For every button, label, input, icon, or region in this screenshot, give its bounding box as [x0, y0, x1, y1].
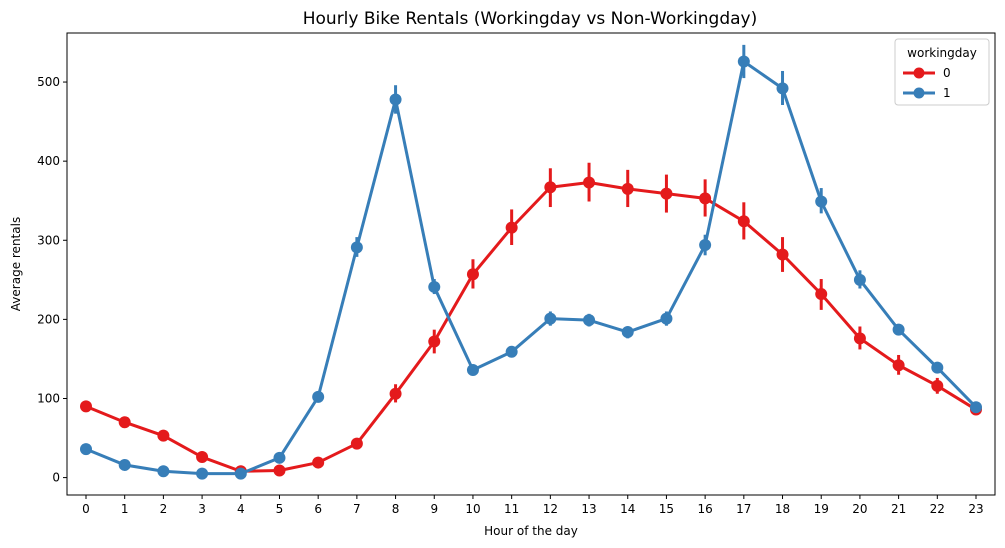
data-point [273, 464, 286, 477]
chart-title: Hourly Bike Rentals (Workingday vs Non-W… [303, 9, 758, 29]
y-tick-label: 400 [37, 154, 60, 168]
series-line [85, 59, 978, 476]
data-point [699, 192, 712, 205]
data-point [118, 416, 131, 429]
data-point [428, 280, 441, 293]
x-tick-label: 23 [968, 502, 983, 516]
data-point [892, 323, 905, 336]
x-tick-label: 12 [543, 502, 558, 516]
data-point [815, 195, 828, 208]
legend-label: 1 [943, 86, 951, 100]
data-point [428, 335, 441, 348]
data-point [853, 332, 866, 345]
data-point [815, 288, 828, 301]
data-point [776, 82, 789, 95]
data-point [892, 359, 905, 372]
plot-frame [66, 32, 996, 496]
data-point [737, 55, 750, 68]
x-tick-label: 20 [852, 502, 867, 516]
data-point [931, 361, 944, 374]
legend-title: workingday [907, 46, 977, 60]
data-point [312, 390, 325, 403]
series-line [85, 181, 977, 473]
data-point [737, 215, 750, 228]
x-axis: 0 1 2 3 4 5 6 7 8 9 10 11 12 13 14 15 16 17 18 19 20 21 22 23 [82, 495, 984, 516]
data-point [350, 241, 363, 254]
data-point [660, 312, 673, 325]
data-point [466, 364, 479, 377]
x-tick-label: 4 [237, 502, 245, 516]
data-point [699, 239, 712, 252]
x-tick-label: 22 [930, 502, 945, 516]
legend: workingday 01 [894, 38, 990, 106]
x-tick-label: 9 [430, 502, 438, 516]
data-point [312, 456, 325, 469]
data-point [660, 187, 673, 200]
data-point [80, 400, 92, 413]
data-point [583, 314, 596, 327]
legend-label: 0 [943, 66, 951, 80]
data-point [505, 221, 518, 234]
x-tick-label: 16 [697, 502, 712, 516]
x-tick-label: 10 [465, 502, 480, 516]
data-point [234, 467, 247, 480]
data-point [157, 429, 170, 442]
x-tick-label: 6 [314, 502, 322, 516]
legend-marker [913, 67, 925, 79]
data-point [389, 93, 402, 106]
x-tick-label: 15 [659, 502, 674, 516]
x-tick-label: 5 [276, 502, 284, 516]
x-tick-label: 7 [353, 502, 361, 516]
data-point [389, 387, 402, 400]
y-tick-label: 200 [37, 312, 60, 326]
y-tick-label: 0 [52, 471, 60, 485]
data-point [544, 312, 557, 325]
y-tick-label: 500 [37, 75, 60, 89]
data-point [970, 401, 982, 414]
x-tick-label: 21 [891, 502, 906, 516]
x-tick-label: 18 [775, 502, 790, 516]
x-tick-label: 11 [504, 502, 519, 516]
y-tick-label: 300 [37, 233, 60, 247]
plot-area [80, 44, 982, 480]
x-tick-label: 3 [198, 502, 206, 516]
series-1 [80, 44, 982, 480]
data-point [853, 273, 866, 286]
data-point [196, 451, 209, 464]
x-tick-label: 8 [392, 502, 400, 516]
data-point [621, 326, 634, 339]
data-point [80, 443, 92, 456]
series-0 [80, 162, 982, 478]
legend-entries: 01 [903, 66, 951, 100]
data-point [621, 182, 634, 195]
data-point [466, 268, 479, 281]
x-tick-label: 2 [160, 502, 168, 516]
legend-entry: 0 [903, 66, 951, 80]
legend-entry: 1 [903, 86, 951, 100]
data-point [776, 248, 789, 261]
legend-marker [913, 87, 925, 99]
x-tick-label: 14 [620, 502, 635, 516]
data-point [273, 451, 286, 464]
x-tick-label: 19 [814, 502, 829, 516]
y-axis: 0 100 200 300 400 500 [37, 75, 67, 485]
x-tick-label: 13 [581, 502, 596, 516]
data-point [544, 181, 557, 194]
data-point [350, 437, 363, 450]
data-point [583, 176, 596, 189]
x-axis-label: Hour of the day [484, 524, 578, 538]
data-point [118, 458, 131, 471]
y-axis-label: Average rentals [9, 217, 23, 311]
y-tick-label: 100 [37, 391, 60, 405]
data-point [196, 467, 209, 480]
x-tick-label: 17 [736, 502, 751, 516]
data-point [505, 345, 518, 358]
data-point [931, 379, 944, 392]
x-tick-label: 0 [82, 502, 90, 516]
x-tick-label: 1 [121, 502, 129, 516]
data-point [157, 465, 170, 478]
